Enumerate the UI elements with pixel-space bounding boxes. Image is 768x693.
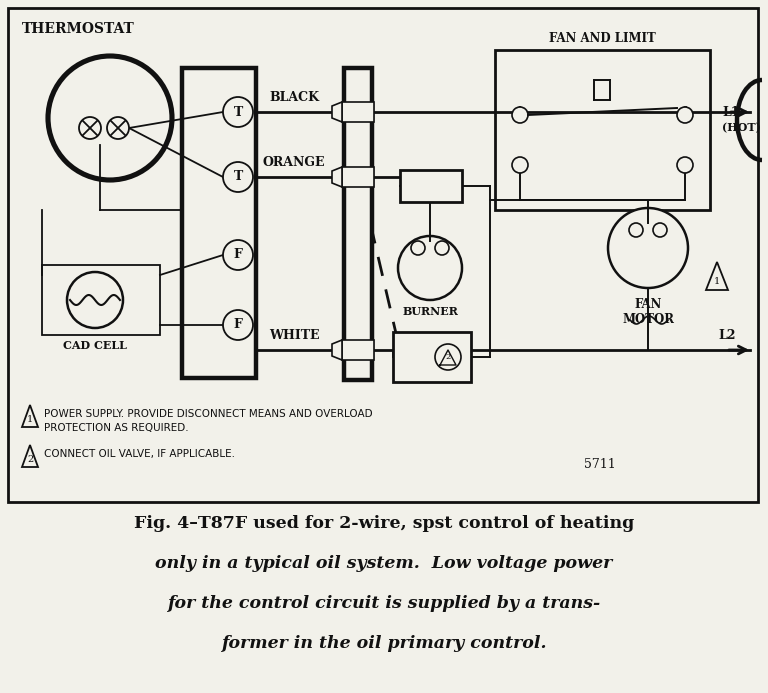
Text: former in the oil primary control.: former in the oil primary control.	[221, 635, 547, 652]
Text: (HOT): (HOT)	[722, 123, 761, 134]
Polygon shape	[706, 262, 728, 290]
Bar	[495, 50, 710, 210]
Bar	[344, 68, 372, 380]
Circle shape	[67, 272, 123, 328]
Text: 2: 2	[27, 455, 33, 464]
Polygon shape	[332, 167, 342, 187]
Polygon shape	[332, 340, 342, 360]
Bar	[400, 170, 462, 202]
Text: FAN AND LIMIT: FAN AND LIMIT	[549, 32, 656, 45]
Text: POWER SUPPLY. PROVIDE DISCONNECT MEANS AND OVERLOAD: POWER SUPPLY. PROVIDE DISCONNECT MEANS A…	[44, 409, 372, 419]
Text: FAN
MOTOR: FAN MOTOR	[622, 298, 674, 326]
Circle shape	[653, 223, 667, 237]
Circle shape	[677, 157, 693, 173]
Text: VALVE: VALVE	[393, 362, 433, 374]
Bar	[42, 265, 160, 335]
Text: L2: L2	[718, 329, 736, 342]
Circle shape	[79, 117, 101, 139]
Bar	[342, 102, 374, 122]
Text: CONNECT OIL VALVE, IF APPLICABLE.: CONNECT OIL VALVE, IF APPLICABLE.	[44, 449, 235, 459]
Text: BURNER: BURNER	[402, 306, 458, 317]
Text: 1: 1	[714, 277, 720, 286]
Text: L1: L1	[722, 105, 740, 119]
Text: THERMOSTAT: THERMOSTAT	[22, 22, 134, 36]
Text: CAD CELL: CAD CELL	[63, 340, 127, 351]
Text: 1: 1	[27, 414, 33, 423]
Bar	[342, 340, 374, 360]
Circle shape	[107, 117, 129, 139]
Text: WHITE: WHITE	[269, 329, 319, 342]
Bar	[342, 167, 374, 187]
Circle shape	[223, 162, 253, 192]
Text: IGN.: IGN.	[415, 179, 447, 193]
Circle shape	[223, 97, 253, 127]
Text: F: F	[233, 249, 243, 261]
Circle shape	[629, 223, 643, 237]
Circle shape	[608, 208, 688, 288]
Text: T: T	[233, 170, 243, 184]
Circle shape	[223, 310, 253, 340]
Circle shape	[398, 236, 462, 300]
Circle shape	[411, 241, 425, 255]
Text: 2: 2	[445, 353, 451, 361]
Circle shape	[435, 241, 449, 255]
Text: 5711: 5711	[584, 459, 616, 471]
Text: ORANGE: ORANGE	[263, 156, 326, 169]
Text: T: T	[233, 105, 243, 119]
Circle shape	[512, 157, 528, 173]
Polygon shape	[332, 102, 342, 122]
Circle shape	[435, 344, 461, 370]
Bar	[8, 8, 758, 502]
Bar	[182, 68, 256, 378]
Text: PROTECTION AS REQUIRED.: PROTECTION AS REQUIRED.	[44, 423, 189, 433]
Text: for the control circuit is supplied by a trans-: for the control circuit is supplied by a…	[167, 595, 601, 612]
Circle shape	[48, 56, 172, 180]
Text: only in a typical oil system.  Low voltage power: only in a typical oil system. Low voltag…	[155, 555, 613, 572]
Polygon shape	[22, 445, 38, 467]
Circle shape	[512, 107, 528, 123]
Polygon shape	[22, 405, 38, 427]
Text: Fig. 4–T87F used for 2-wire, spst control of heating: Fig. 4–T87F used for 2-wire, spst contro…	[134, 515, 634, 532]
Text: F: F	[233, 319, 243, 331]
Circle shape	[677, 107, 693, 123]
Text: OIL: OIL	[402, 344, 425, 356]
Text: BLACK: BLACK	[269, 91, 319, 104]
Circle shape	[223, 240, 253, 270]
Bar	[393, 332, 471, 382]
